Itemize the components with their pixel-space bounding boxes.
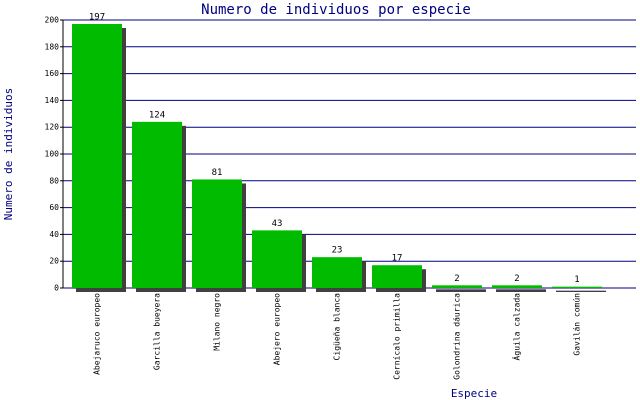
value-label: 124 — [149, 110, 165, 120]
y-tick-label: 120 — [45, 123, 60, 132]
bar — [132, 121, 182, 288]
bar-shadow — [556, 290, 606, 292]
y-tick-label: 200 — [45, 16, 60, 25]
value-label: 43 — [272, 219, 283, 229]
bar — [252, 230, 302, 288]
value-label: 2 — [454, 274, 459, 284]
bar — [552, 286, 602, 288]
bar — [72, 24, 122, 289]
value-label: 17 — [392, 254, 403, 264]
y-tick-label: 60 — [49, 203, 59, 212]
bar — [192, 179, 242, 288]
bar — [312, 257, 362, 288]
x-tick-label: Garcilla bueyera — [153, 293, 162, 370]
bar — [372, 265, 422, 288]
x-tick-label: Cernícalo primilla — [393, 293, 402, 380]
value-label: 1 — [574, 275, 579, 285]
x-tick-label: Gavilán común — [573, 293, 582, 356]
chart-title: Numero de individuos por especie — [201, 2, 471, 18]
bar — [492, 285, 542, 288]
x-tick-label: Abejero europeo — [273, 293, 282, 365]
value-label: 197 — [89, 13, 105, 23]
y-tick-label: 80 — [49, 176, 59, 185]
bar-shadow — [496, 289, 546, 292]
x-tick-label: Abejaruco europeo — [93, 293, 102, 375]
y-tick-label: 140 — [45, 96, 60, 105]
y-tick-label: 20 — [49, 257, 59, 266]
y-tick-label: 180 — [45, 42, 60, 51]
value-label: 81 — [212, 168, 223, 178]
bar — [432, 285, 482, 288]
x-axis-label: Especie — [451, 387, 497, 400]
y-axis-label: Numero de individuos — [2, 88, 15, 220]
value-label: 2 — [514, 274, 519, 284]
y-tick-label: 160 — [45, 69, 60, 78]
y-tick-label: 40 — [49, 230, 59, 239]
y-tick-label: 100 — [45, 150, 60, 159]
x-tick-label: Milano negro — [213, 293, 222, 351]
value-label: 23 — [332, 246, 343, 256]
y-tick-label: 0 — [54, 284, 59, 293]
x-tick-label: Golondrina dáurica — [453, 293, 462, 380]
bar-shadow — [436, 289, 486, 292]
x-tick-label: Águila calzada — [511, 293, 522, 361]
x-tick-label: Cigüeña blanca — [333, 293, 342, 361]
